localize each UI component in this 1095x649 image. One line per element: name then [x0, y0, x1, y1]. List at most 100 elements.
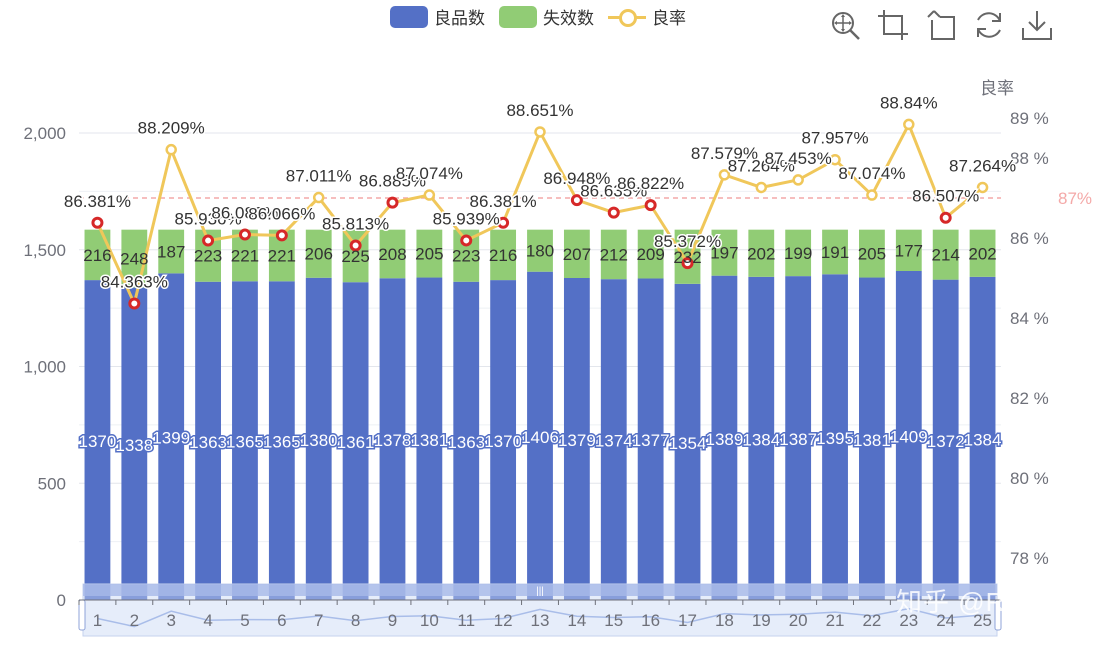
good-bar-20 [785, 276, 812, 600]
zoom-icon[interactable] [828, 8, 862, 42]
fail-value-label: 221 [231, 246, 259, 265]
fail-value-label: 208 [378, 245, 406, 264]
rate-point-11 [460, 234, 473, 247]
fail-value-label: 206 [305, 245, 333, 264]
good-value-label: 1409 [890, 427, 928, 446]
good-value-label: 1370 [79, 432, 117, 451]
zoom-grip: ||| [536, 586, 544, 597]
rate-value-label: 88.84% [880, 93, 938, 112]
fail-bar-20 [785, 229, 812, 277]
x-tick-label: 14 [567, 611, 586, 630]
x-tick-label: 5 [240, 611, 249, 630]
rate-point-20 [792, 174, 804, 186]
rate-point-6 [275, 229, 288, 242]
download-icon[interactable] [1020, 8, 1054, 42]
good-bar-21 [822, 274, 848, 600]
fail-value-label: 248 [120, 250, 148, 269]
rate-value-label: 87.264% [728, 156, 795, 175]
good-bar-13 [527, 271, 553, 600]
zoom-handle-right [994, 599, 1002, 631]
x-tick-label: 9 [388, 611, 397, 630]
good-bar-18 [711, 275, 738, 600]
fail-value-label: 214 [931, 246, 959, 265]
zoom-bar [83, 584, 997, 596]
good-value-label: 1365 [263, 433, 301, 452]
rate-value-label: 87.011% [286, 167, 352, 186]
fail-value-label: 191 [821, 243, 849, 262]
x-tick-label: 15 [604, 611, 623, 630]
left-axis: 0 500 1,000 1,500 2,000 [23, 124, 66, 610]
rate-point-21 [829, 153, 841, 166]
legend-good-label: 良品数 [434, 9, 485, 28]
good-bar-24 [932, 279, 959, 600]
legend-good[interactable]: 良品数 [390, 4, 485, 29]
fail-bar-25 [969, 229, 996, 277]
rate-point-8 [349, 239, 362, 252]
right-tick-label: 82 % [1010, 389, 1049, 408]
fail-bar-21 [822, 229, 848, 275]
x-tick-label: 4 [203, 611, 212, 630]
left-tick-label: 1,000 [23, 358, 66, 377]
right-tick-label: 89 % [1010, 109, 1049, 128]
fail-value-label: 202 [747, 244, 775, 263]
good-bar-10 [416, 277, 443, 600]
fail-value-label: 216 [83, 246, 111, 265]
good-value-label: 1384 [742, 430, 780, 449]
rate-point-1 [91, 216, 104, 229]
rate-point-19 [755, 181, 768, 194]
x-tick-label: 18 [715, 611, 734, 630]
x-tick-label: 3 [166, 611, 175, 630]
rate-point-2 [128, 297, 141, 310]
good-value-label: 1338 [115, 436, 153, 455]
x-tick-label: 12 [494, 611, 513, 630]
good-value-label: 1365 [226, 433, 264, 452]
good-bar-17 [674, 283, 701, 600]
fail-bar-3 [158, 229, 185, 274]
legend-fail[interactable]: 失效数 [499, 4, 594, 29]
restore-back-icon[interactable] [924, 8, 958, 42]
rate-value-label: 88.651% [506, 101, 573, 120]
rate-value-label: 86.948% [543, 169, 610, 188]
good-series-bars [84, 270, 996, 600]
rate-value-label: 88.209% [138, 119, 205, 138]
fail-bar-18 [711, 229, 738, 276]
rate-value-label: 87.074% [838, 164, 905, 183]
legend-rate-label: 良率 [652, 9, 686, 28]
x-tick-label: 25 [973, 611, 992, 630]
data-zoom-slider[interactable]: ||| [78, 583, 1002, 637]
rate-point-13 [534, 126, 546, 138]
fail-value-label: 180 [526, 242, 554, 261]
good-bar-3 [158, 273, 185, 600]
fail-bar-2 [121, 229, 148, 288]
x-tick-label: 2 [130, 611, 139, 630]
fail-bar-8 [342, 229, 369, 283]
good-bar-2 [121, 287, 148, 600]
fail-value-label: 202 [968, 244, 996, 263]
fail-bar-9 [379, 229, 406, 279]
fail-value-label: 205 [415, 245, 443, 264]
fail-bar-14 [563, 229, 590, 279]
rate-value-label: 85.936% [175, 210, 242, 229]
refresh-icon[interactable] [972, 8, 1006, 42]
fail-value-label: 225 [341, 247, 369, 266]
x-tick-label: 1 [93, 611, 102, 630]
legend-rate[interactable]: 良率 [608, 4, 686, 29]
fail-value-label: 177 [895, 241, 923, 260]
right-axis: 78 % 80 % 82 % 84 % 86 % 88 % 89 % 良率 [980, 79, 1049, 568]
legend: 良品数 失效数 良率 [390, 4, 686, 29]
good-value-label: 1363 [447, 433, 485, 452]
right-tick-label: 84 % [1010, 309, 1049, 328]
area-select-icon[interactable] [876, 8, 910, 42]
rate-point-24 [939, 211, 952, 224]
good-value-label: 1381 [853, 431, 891, 450]
good-bar-22 [859, 277, 885, 600]
rate-point-10 [423, 189, 436, 201]
good-value-label: 1377 [632, 431, 670, 450]
left-tick-label: 1,500 [23, 241, 66, 260]
rate-value-label: 85.813% [322, 214, 389, 233]
x-tick-label: 22 [862, 611, 881, 630]
fail-value-label: 197 [710, 244, 738, 263]
fail-value-label: 209 [636, 245, 664, 264]
fail-value-label: 207 [563, 245, 591, 264]
